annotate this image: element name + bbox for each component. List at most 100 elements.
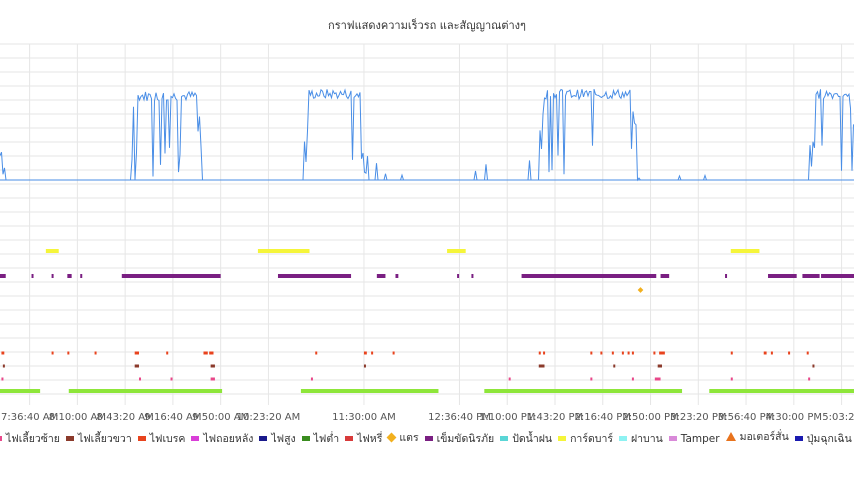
signal-bar-ไฟเบรค xyxy=(621,351,624,355)
legend-marker xyxy=(794,436,803,441)
legend-label: แตร xyxy=(399,432,419,444)
legend-item[interactable]: ไฟเลี้ยวซ้าย xyxy=(0,430,60,447)
chart-title: กราฟแสดงความเร็วรถ และสัญญาณต่างๆ xyxy=(328,19,526,32)
legend-label: ไฟเลี้ยวขวา xyxy=(77,433,132,445)
signal-bar-ไฟเลี้ยวซ้าย xyxy=(808,377,811,381)
legend-marker xyxy=(500,436,509,441)
chart-legend: ไฟเลี้ยวซ้าย ไฟเลี้ยวขวา ไฟเบรค ไฟถอยหลัง ไฟ… xyxy=(0,428,854,448)
signal-bar-ไฟเบรค xyxy=(94,351,97,355)
legend-label: ไฟถอยหลัง xyxy=(203,433,254,445)
signal-bar-เข็มขัดนิรภัย xyxy=(457,274,460,278)
signal-bar-ไฟเบรค xyxy=(67,351,70,355)
x-tick-label: 4:30:00 PM xyxy=(766,412,822,423)
legend-item[interactable]: การ์ดบาร์ xyxy=(558,430,613,447)
legend-marker xyxy=(424,436,433,441)
signal-bar-ไฟเลี้ยวซ้าย xyxy=(310,377,313,381)
legend-label: ไฟเบรค xyxy=(149,433,186,445)
x-tick-label: 10:23:20 AM xyxy=(237,412,301,423)
signal-bar-เข็มขัดนิรภัย xyxy=(821,274,854,278)
signal-bar-เข็มขัดนิรภัย xyxy=(660,274,670,278)
legend-marker xyxy=(191,436,200,441)
x-tick-label: 2:50:00 PM xyxy=(622,412,678,423)
legend-item[interactable]: ไฟสูง xyxy=(259,430,296,447)
signal-bar-ไฟเลี้ยวขวา xyxy=(538,364,545,368)
legend-label: ไฟเลี้ยวซ้าย xyxy=(6,433,60,445)
legend-label: ไฟหรี่ xyxy=(357,433,383,445)
legend-marker xyxy=(619,436,627,441)
legend-marker xyxy=(259,436,268,441)
signal-bar-ไฟเลี้ยวขวา xyxy=(2,364,5,368)
signal-bar-ignition xyxy=(68,389,223,393)
legend-marker xyxy=(65,436,74,441)
legend-item[interactable]: ไฟเลี้ยวขวา xyxy=(65,430,132,447)
signal-bar-ไฟเบรค xyxy=(611,351,614,355)
signal-bar-ไฟเบรค xyxy=(600,351,603,355)
x-tick-label: 5:03:20 xyxy=(822,412,854,423)
signal-bar-ignition xyxy=(300,389,439,393)
legend-item[interactable]: เข็มขัดนิรภัย xyxy=(424,430,494,447)
signal-bar-ไฟเบรค xyxy=(166,351,169,355)
legend-label: ไฟต่ำ xyxy=(313,433,340,445)
signal-bar-ไฟเบรค xyxy=(763,351,767,355)
legend-item[interactable]: ไฟหรี่ xyxy=(345,430,382,447)
legend-item[interactable]: ไฟต่ำ xyxy=(301,430,340,447)
legend-item[interactable]: มอเตอร์สั่น xyxy=(725,428,789,445)
x-tick-label: 9:16:40 AM xyxy=(144,412,201,423)
legend-item[interactable]: ฝาบาน xyxy=(619,430,663,447)
signal-bar-ไฟเบรค xyxy=(134,351,139,355)
signal-bar-ไฟเลี้ยวซ้าย xyxy=(170,377,173,381)
signal-bar-ไฟเบรค xyxy=(315,351,318,355)
x-tick-label: 3:23:20 PM xyxy=(670,412,726,423)
x-tick-label: 2:16:40 PM xyxy=(575,412,631,423)
signal-bar-ไฟเบรค xyxy=(538,351,541,355)
signal-bar-ไฟเบรค xyxy=(653,351,656,355)
legend-marker xyxy=(668,436,677,441)
legend-item[interactable]: ไฟเบรค xyxy=(137,430,186,447)
legend-item[interactable]: ไฟถอยหลัง xyxy=(191,430,253,447)
x-tick-label: 8:43:20 AM xyxy=(97,412,154,423)
x-tick-label: 12:36:40 PM xyxy=(428,412,491,423)
signal-bar-ไฟเบรค xyxy=(806,351,809,355)
signal-bar-เข็มขัดนิรภัย xyxy=(277,274,352,278)
legend-marker xyxy=(301,436,310,441)
signal-bar-ignition xyxy=(709,389,854,393)
signal-bar-เข็มขัดนิรภัย xyxy=(51,274,54,278)
legend-label: ไฟสูง xyxy=(271,433,296,445)
x-tick-label: 11:30:00 AM xyxy=(332,412,396,423)
signal-bar-ไฟเลี้ยวขวา xyxy=(210,364,215,368)
signal-bar-ไฟเบรค xyxy=(770,351,773,355)
legend-item[interactable]: ปัดน้ำฝน xyxy=(500,430,552,447)
signal-bar-เข็มขัดนิรภัย xyxy=(768,274,797,278)
signal-bar-ไฟเลี้ยวซ้าย xyxy=(508,377,511,381)
signal-bar-ไฟเลี้ยวซ้าย xyxy=(590,377,593,381)
signal-bar-เข็มขัดนิรภัย xyxy=(521,274,657,278)
signal-bar-ไฟเบรค xyxy=(203,351,208,355)
legend-item[interactable]: ปุ่มฉุกเฉิน xyxy=(794,430,852,447)
signal-bar-เข็มขัดนิรภัย xyxy=(80,274,83,278)
signal-bar-เข็มขัดนิรภัย xyxy=(376,274,386,278)
signal-bar-ไฟเบรค xyxy=(590,351,593,355)
legend-marker xyxy=(345,436,354,441)
signal-bar-ไฟเลี้ยวซ้าย xyxy=(631,377,634,381)
signal-bar-ไฟเลี้ยวขวา xyxy=(363,364,366,368)
legend-label: Tamper xyxy=(680,432,720,445)
signal-bar-ไฟเลี้ยวซ้าย xyxy=(138,377,141,381)
legend-label: มอเตอร์สั่น xyxy=(739,431,789,443)
signal-bar-ไฟเบรค xyxy=(659,351,665,355)
legend-item[interactable]: แตร xyxy=(386,429,419,446)
x-tick-label: 1:10:00 PM xyxy=(479,412,535,423)
signal-bar-การ์ดบาร์ xyxy=(257,249,310,253)
signal-bar-ไฟเลี้ยวซ้าย xyxy=(654,377,661,381)
signal-bar-เข็มขัดนิรภัย xyxy=(121,274,221,278)
signal-bar-ไฟเบรค xyxy=(627,351,630,355)
legend-label: ปุ่มฉุกเฉิน xyxy=(806,433,852,445)
legend-item[interactable]: Tamper xyxy=(668,432,720,445)
signal-bar-ไฟเลี้ยวขวา xyxy=(812,364,815,368)
legend-marker xyxy=(558,436,567,441)
signal-bar-ไฟเลี้ยวซ้าย xyxy=(1,377,4,381)
gridlines xyxy=(0,43,854,405)
signal-bar-เข็มขัดนิรภัย xyxy=(0,274,6,278)
signal-bar-ไฟเบรค xyxy=(788,351,791,355)
signal-bar-ไฟเบรค xyxy=(543,351,546,355)
signal-bar-ไฟเลี้ยวขวา xyxy=(613,364,616,368)
